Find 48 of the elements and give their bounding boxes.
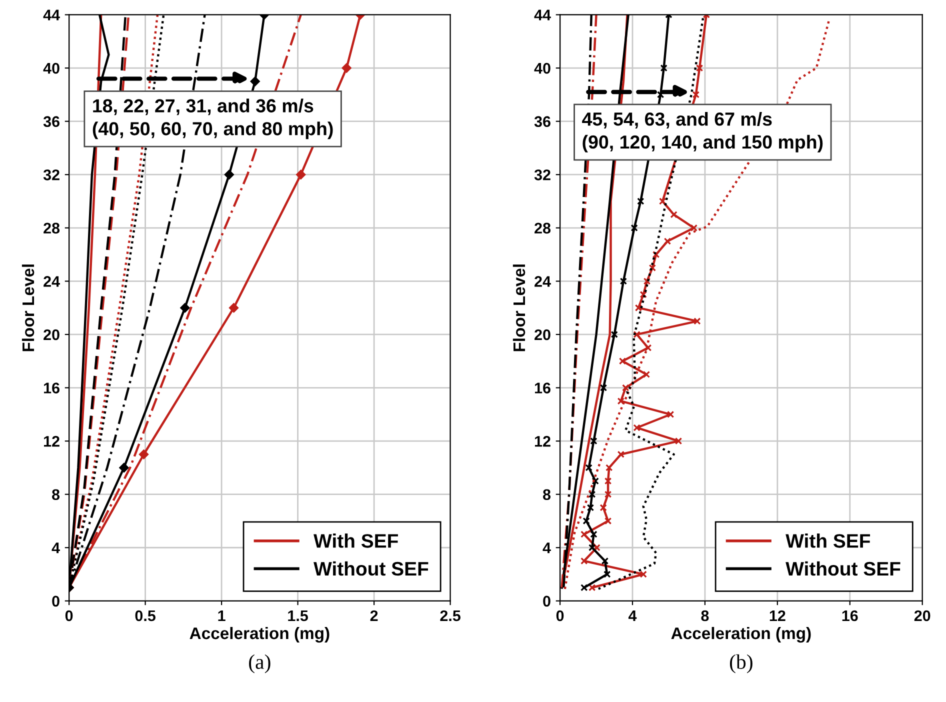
y-tick-label: 4 bbox=[52, 542, 60, 554]
x-tick-label: 0.5 bbox=[135, 610, 156, 622]
x-tick-label: 4 bbox=[628, 610, 637, 622]
x-tick-label: 16 bbox=[842, 610, 858, 622]
y-tick-label: 20 bbox=[44, 329, 60, 340]
legend-label: With SEF bbox=[786, 534, 870, 548]
y-tick-label: 36 bbox=[534, 116, 550, 128]
x-axis-title: Acceleration (mg) bbox=[671, 626, 811, 643]
y-tick-label: 40 bbox=[534, 62, 550, 74]
y-tick-label: 8 bbox=[542, 489, 551, 500]
x-tick-label: 0 bbox=[65, 610, 73, 622]
legend-label: With SEF bbox=[314, 534, 398, 548]
y-tick-label: 12 bbox=[44, 436, 60, 447]
text: (b) bbox=[730, 654, 752, 674]
y-tick-label: 12 bbox=[534, 436, 550, 447]
x-tick-label: 8 bbox=[701, 610, 709, 622]
y-tick-label: 44 bbox=[534, 10, 551, 20]
x-tick-label: 1.5 bbox=[288, 610, 308, 622]
y-tick-label: 28 bbox=[44, 222, 60, 234]
y-tick-label: 24 bbox=[534, 276, 551, 287]
y-tick-label: 16 bbox=[534, 382, 550, 394]
y-tick-label: 44 bbox=[43, 10, 60, 20]
annotation: 45, 54, 63, and 67 m/s (90, 120, 140, and 150 mph) bbox=[582, 112, 823, 152]
x-axis-title: Acceleration (mg) bbox=[190, 626, 330, 643]
y-tick-label: 16 bbox=[44, 382, 60, 394]
y-tick-label: 32 bbox=[534, 169, 550, 180]
x-tick-label: 1 bbox=[218, 610, 226, 622]
y-tick-label: 0 bbox=[52, 596, 60, 607]
x-tick-label: 0 bbox=[556, 610, 564, 622]
legend-label: Without SEF bbox=[786, 561, 900, 576]
x-tick-label: 12 bbox=[770, 610, 786, 622]
y-tick-label: 8 bbox=[52, 489, 60, 500]
y-tick-label: 24 bbox=[44, 276, 60, 287]
x-tick-label: 2 bbox=[370, 610, 378, 622]
y-axis-title: Floor Level bbox=[512, 264, 526, 352]
y-tick-label: 28 bbox=[534, 222, 551, 234]
x-tick-label: 20 bbox=[914, 610, 930, 622]
y-axis-title: Floor Level bbox=[22, 264, 34, 352]
y-tick-label: 40 bbox=[43, 62, 60, 74]
y-tick-label: 4 bbox=[542, 542, 551, 554]
legend-label: Without SEF bbox=[314, 561, 428, 576]
annotation: 18, 22, 27, 31, and 36 m/s (40, 50, 60, 70, and 80 mph) bbox=[92, 98, 333, 140]
y-tick-label: 32 bbox=[43, 169, 60, 180]
y-tick-label: 0 bbox=[543, 596, 550, 607]
text: (a) bbox=[249, 654, 270, 674]
x-tick-label: 2.5 bbox=[440, 610, 460, 622]
y-tick-label: 20 bbox=[534, 329, 550, 340]
y-tick-label: 36 bbox=[43, 116, 60, 128]
